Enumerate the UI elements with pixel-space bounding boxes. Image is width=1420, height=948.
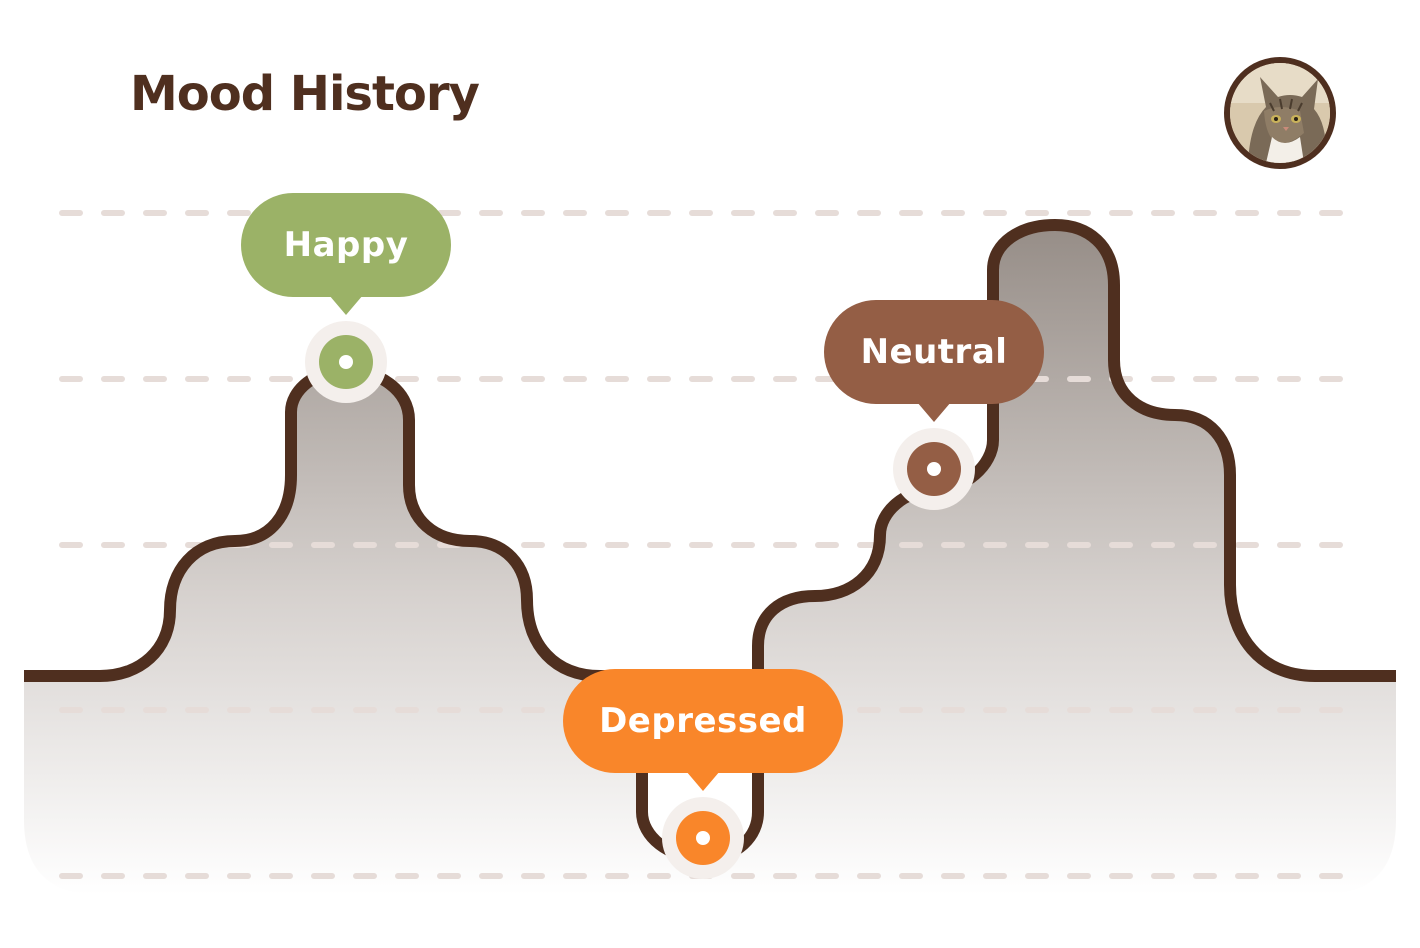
marker-dot-icon <box>339 355 353 369</box>
marker-dot-icon <box>927 462 941 476</box>
marker-core <box>907 442 961 496</box>
mood-marker-neutral[interactable] <box>893 428 975 510</box>
mood-label-neutral: Neutral <box>824 300 1044 422</box>
mood-marker-happy[interactable] <box>305 321 387 403</box>
marker-core <box>319 335 373 389</box>
user-avatar[interactable] <box>1224 57 1336 169</box>
page-title: Mood History <box>130 66 480 122</box>
mood-line <box>24 219 1396 864</box>
marker-dot-icon <box>696 831 710 845</box>
marker-core <box>676 811 730 865</box>
mood-marker-depressed[interactable] <box>662 797 744 879</box>
mood-area <box>24 225 1396 895</box>
mood-label-happy: Happy <box>241 193 451 315</box>
mood-label-depressed: Depressed <box>563 669 843 791</box>
